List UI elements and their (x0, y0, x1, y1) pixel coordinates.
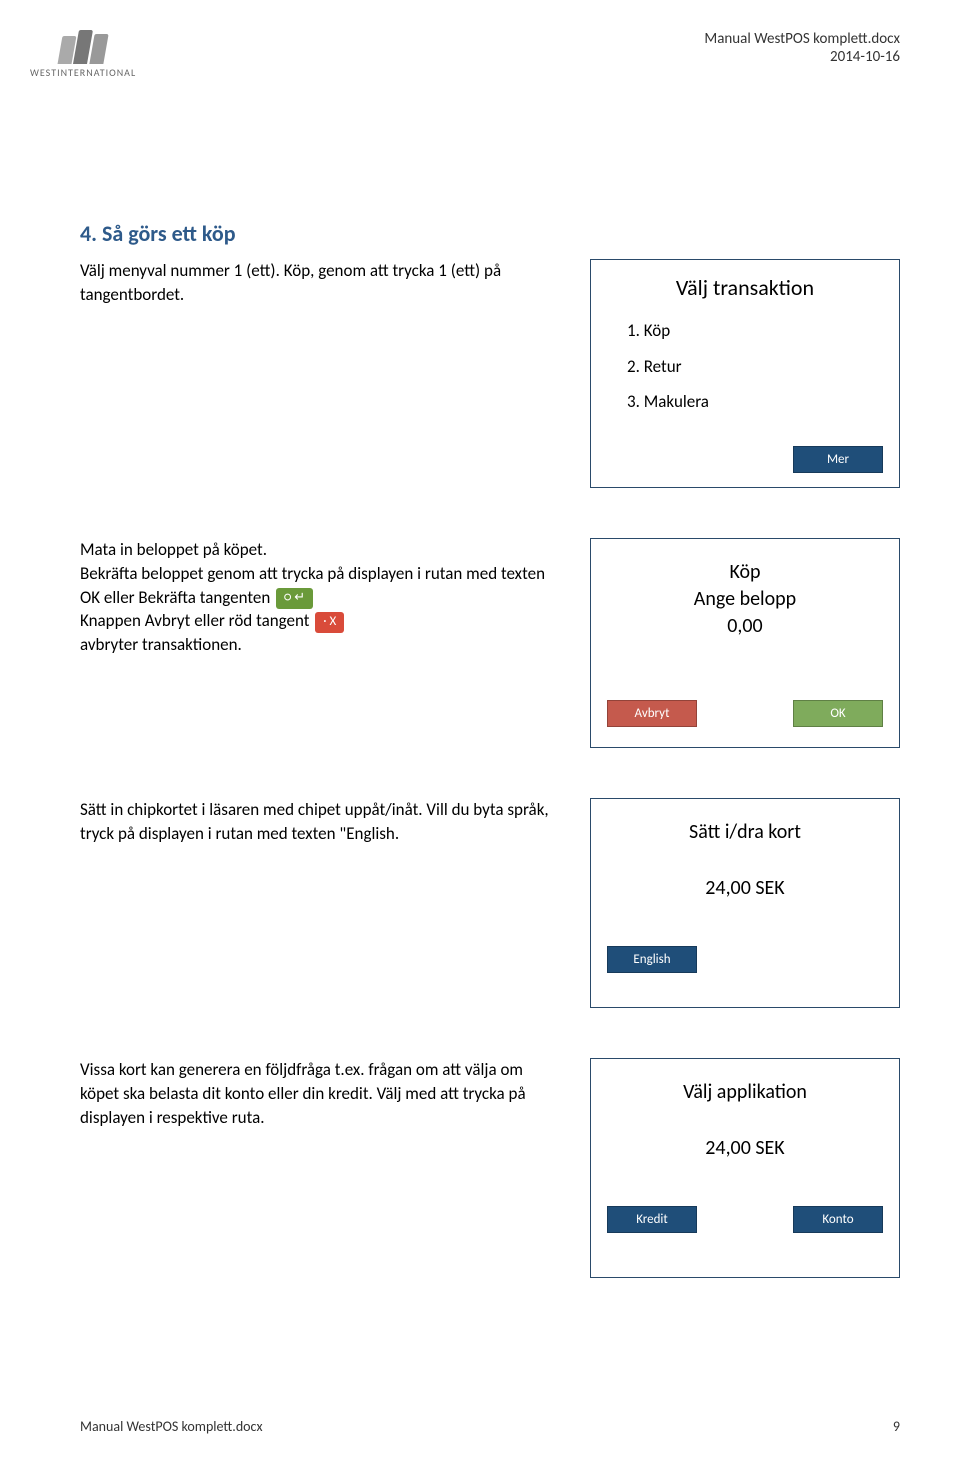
select-app-amount: 24,00 SEK (607, 1136, 883, 1160)
ok-button[interactable]: OK (793, 700, 883, 727)
step-2-line2b: Knappen Avbryt eller röd tangent (80, 610, 309, 631)
logo: WESTINTERNATIONAL (30, 30, 136, 79)
step-2: Mata in beloppet på köpet. Bekräfta belo… (80, 538, 900, 748)
footer-doc-name: Manual WestPOS komplett.docx (80, 1418, 263, 1435)
insert-card-title: Sätt i/dra kort (607, 819, 883, 846)
cancel-key-icon: · X (315, 612, 344, 633)
insert-card-amount: 24,00 SEK (607, 876, 883, 900)
screen-enter-amount: Köp Ange belopp 0,00 Avbryt OK (590, 538, 900, 748)
screen-select-application: Välj applikation 24,00 SEK Kredit Konto (590, 1058, 900, 1278)
screen-amount-value: 0,00 (607, 613, 883, 640)
cancel-button[interactable]: Avbryt (607, 700, 697, 727)
step-1: Välj menyval nummer 1 (ett). Köp, genom … (80, 259, 900, 488)
section-number: 4. (80, 220, 97, 247)
section-title-text: Så görs ett köp (102, 220, 235, 247)
step-2-text: Mata in beloppet på köpet. Bekräfta belo… (80, 538, 560, 657)
screen-transaction-menu: Välj transaktion 1. Köp 2. Retur 3. Maku… (590, 259, 900, 488)
english-button[interactable]: English (607, 946, 697, 973)
screen-amount-body: Köp Ange belopp 0,00 (607, 559, 883, 640)
logo-graphic (60, 30, 106, 64)
step-3-text: Sätt in chipkortet i läsaren med chipet … (80, 798, 560, 846)
select-app-title: Välj applikation (607, 1079, 883, 1106)
screen-insert-card: Sätt i/dra kort 24,00 SEK English (590, 798, 900, 1008)
confirm-key-icon: ○ ↵ (276, 588, 313, 609)
section-heading: 4. Så görs ett köp (80, 220, 900, 247)
more-button[interactable]: Mer (793, 446, 883, 473)
step-3: Sätt in chipkortet i läsaren med chipet … (80, 798, 900, 1008)
menu-item-makulera[interactable]: 3. Makulera (627, 384, 883, 420)
step-2-line2c: avbryter transaktionen. (80, 634, 242, 655)
step-4-text: Vissa kort kan generera en följdfråga t.… (80, 1058, 560, 1129)
doc-date: 2014-10-16 (704, 48, 900, 66)
footer-page-number: 9 (893, 1418, 900, 1435)
menu-item-kop[interactable]: 1. Köp (627, 313, 883, 349)
page-header: WESTINTERNATIONAL Manual WestPOS komplet… (30, 30, 900, 79)
page-footer: Manual WestPOS komplett.docx 9 (80, 1418, 900, 1435)
doc-title: Manual WestPOS komplett.docx (704, 30, 900, 48)
step-1-text: Välj menyval nummer 1 (ett). Köp, genom … (80, 259, 560, 307)
screen-title: Välj transaktion (607, 274, 883, 301)
menu-item-retur[interactable]: 2. Retur (627, 349, 883, 385)
credit-button[interactable]: Kredit (607, 1206, 697, 1233)
header-meta: Manual WestPOS komplett.docx 2014-10-16 (704, 30, 900, 66)
account-button[interactable]: Konto (793, 1206, 883, 1233)
screen-ange-belopp: Ange belopp (607, 586, 883, 613)
step-2-line1: Mata in beloppet på köpet. (80, 539, 267, 560)
screen-kop: Köp (607, 559, 883, 586)
logo-brand-text: WESTINTERNATIONAL (30, 66, 136, 79)
step-4: Vissa kort kan generera en följdfråga t.… (80, 1058, 900, 1278)
